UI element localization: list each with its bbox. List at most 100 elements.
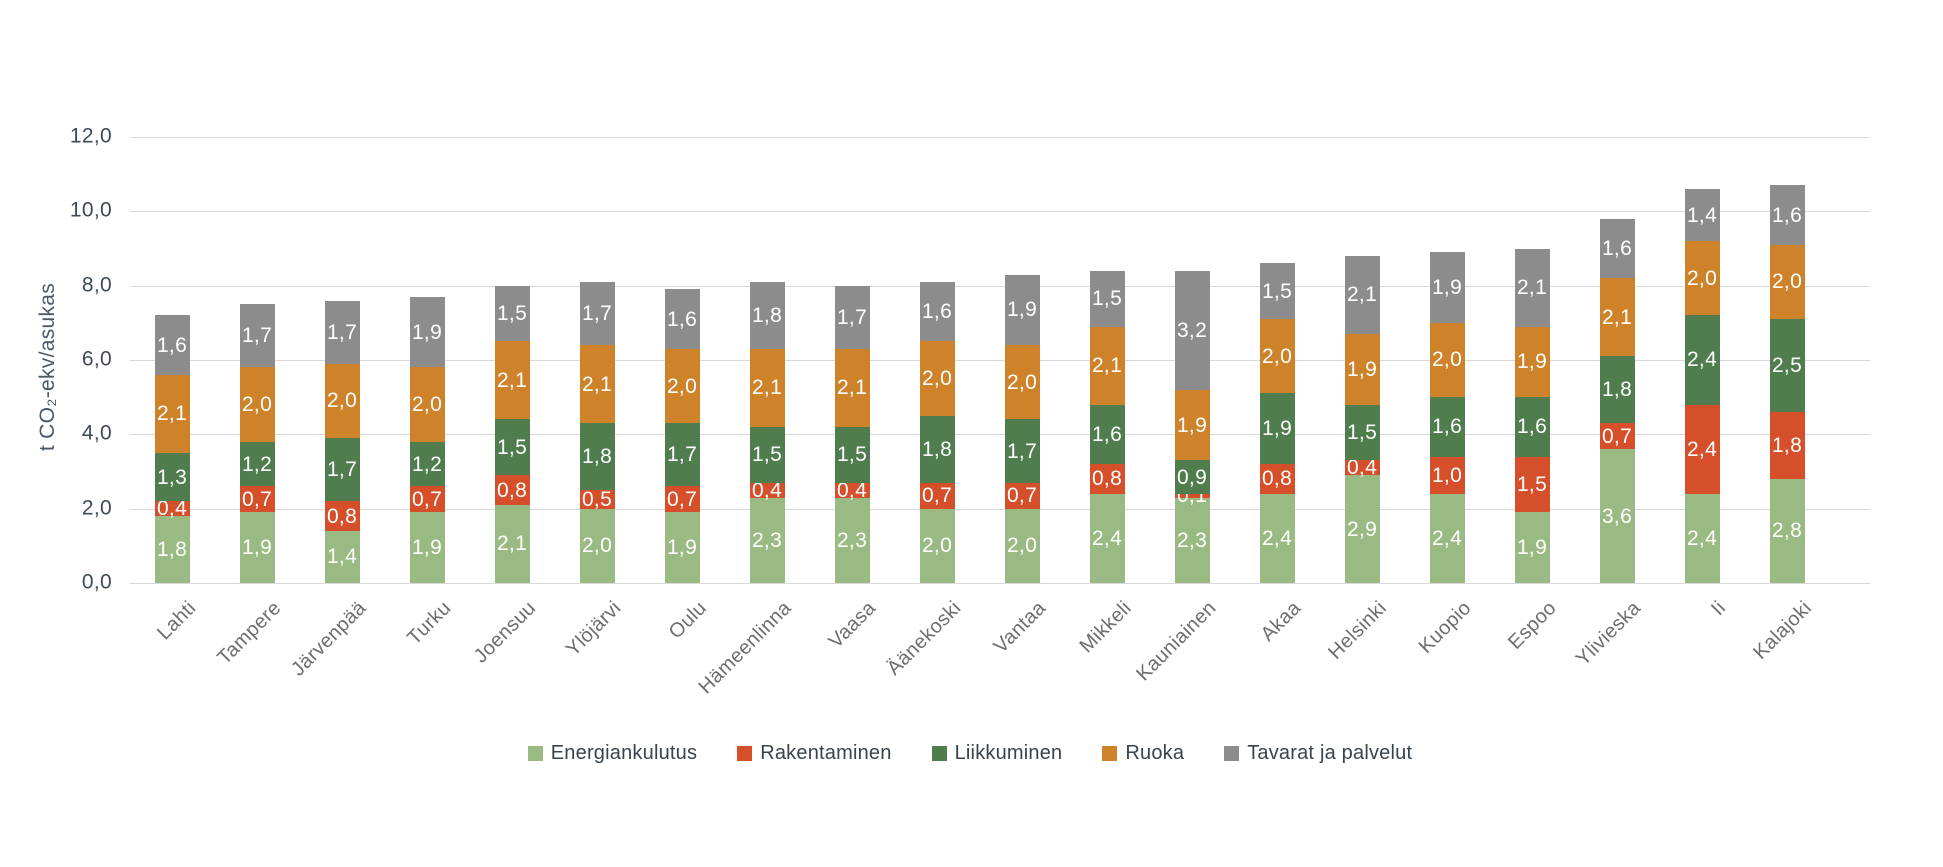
bar-segment-energiankulutus: 1,9 <box>409 512 445 583</box>
segment-value-label: 2,0 <box>241 393 273 417</box>
segment-value-label: 1,6 <box>1091 422 1123 446</box>
bar-segment-rakentaminen: 0,8 <box>1089 464 1125 494</box>
segment-value-label: 1,9 <box>1516 350 1548 374</box>
segment-value-label: 0,7 <box>666 487 698 511</box>
bar-segment-energiankulutus: 2,8 <box>1769 478 1805 583</box>
bar-segment-tavarat-ja-palvelut: 1,7 <box>579 281 615 346</box>
x-axis-label: Kauniainen <box>1132 597 1221 686</box>
segment-value-label: 1,9 <box>1431 276 1463 299</box>
bar-segment-ruoka: 2,0 <box>239 367 275 442</box>
bar-segment-ruoka: 1,9 <box>1514 326 1550 398</box>
bar-segment-tavarat-ja-palvelut: 1,6 <box>154 315 190 375</box>
bar-segment-rakentaminen: 0,7 <box>1599 423 1635 450</box>
bar-segment-tavarat-ja-palvelut: 2,1 <box>1344 255 1380 334</box>
segment-value-label: 2,0 <box>1771 270 1803 294</box>
bar-segment-liikkuminen: 1,5 <box>1344 404 1380 461</box>
bar-segment-ruoka: 2,0 <box>1684 241 1720 316</box>
legend-item-ruoka: Ruoka <box>1102 742 1184 765</box>
segment-value-label: 1,5 <box>1091 287 1123 311</box>
segment-value-label: 2,0 <box>921 534 953 558</box>
bar-segment-rakentaminen: 0,4 <box>749 480 785 501</box>
segment-value-label: 2,0 <box>1006 370 1038 394</box>
y-tick-label: 4,0 <box>81 421 112 445</box>
y-tick-label: 10,0 <box>69 198 112 222</box>
segment-value-label: 2,5 <box>1771 354 1803 378</box>
segment-value-label: 2,3 <box>751 528 783 552</box>
bar-segment-rakentaminen: 0,7 <box>409 486 445 513</box>
x-axis-label: Oulu <box>664 597 711 644</box>
y-tick-label: 0,0 <box>81 570 112 594</box>
bar-segment-ruoka: 2,0 <box>1429 322 1465 398</box>
bar-segment-liikkuminen: 1,6 <box>1089 404 1125 465</box>
legend-item-label: Tavarat ja palvelut <box>1247 742 1413 764</box>
segment-value-label: 1,2 <box>411 452 443 476</box>
x-axis-label: Helsinki <box>1323 597 1391 664</box>
bar-segment-rakentaminen: 0,7 <box>1004 482 1040 509</box>
legend-item-label: Energiankulutus <box>550 742 698 764</box>
bar-segment-tavarat-ja-palvelut: 1,4 <box>1684 189 1720 242</box>
bar-segment-energiankulutus: 2,4 <box>1684 493 1720 583</box>
bar-segment-rakentaminen: 2,4 <box>1684 404 1720 494</box>
bar-segment-ruoka: 2,1 <box>579 345 615 424</box>
segment-value-label: 2,4 <box>1686 526 1718 550</box>
legend-swatch-icon <box>1224 746 1240 761</box>
bar-segment-liikkuminen: 1,9 <box>1259 393 1295 465</box>
segment-value-label: 2,4 <box>1686 437 1718 461</box>
segment-value-label: 0,7 <box>241 487 273 511</box>
bar-segment-liikkuminen: 1,8 <box>1599 356 1635 424</box>
y-tick-label: 8,0 <box>81 273 112 297</box>
bar-segment-rakentaminen: 1,5 <box>1514 456 1550 513</box>
bar-segment-energiankulutus: 2,3 <box>1174 497 1210 583</box>
segment-value-label: 0,8 <box>326 504 358 528</box>
x-axis-label: Mikkeli <box>1075 597 1136 658</box>
bar-segment-ruoka: 1,9 <box>1174 389 1210 461</box>
segment-value-label: 0,7 <box>1006 484 1038 508</box>
segment-value-label: 0,8 <box>1261 467 1293 491</box>
bar-segment-ruoka: 2,0 <box>919 341 955 416</box>
segment-value-label: 2,1 <box>1091 354 1123 378</box>
bar-segment-rakentaminen: 0,7 <box>239 486 275 513</box>
bar-segment-ruoka: 2,1 <box>1089 326 1125 405</box>
segment-value-label: 1,6 <box>1431 415 1463 439</box>
bar-segment-energiankulutus: 2,0 <box>919 508 955 583</box>
segment-value-label: 0,4 <box>836 478 868 502</box>
bar-segment-rakentaminen: 0,1 <box>1174 485 1210 506</box>
legend-swatch-icon <box>737 746 753 761</box>
bar-segment-rakentaminen: 0,8 <box>494 475 530 505</box>
segment-value-label: 1,4 <box>326 545 358 569</box>
x-axis-label: Ii <box>1707 597 1731 621</box>
x-axis-label: Vantaa <box>989 597 1051 658</box>
segment-value-label: 0,8 <box>496 478 528 502</box>
segment-value-label: 1,9 <box>1006 298 1038 322</box>
bar-segment-liikkuminen: 1,2 <box>409 441 445 487</box>
gridline <box>130 285 1870 287</box>
segment-value-label: 1,6 <box>666 307 698 331</box>
x-axis-label: Akaa <box>1256 597 1306 646</box>
y-tick-label: 6,0 <box>81 347 112 371</box>
segment-value-label: 2,0 <box>326 389 358 413</box>
segment-value-label: 2,0 <box>666 374 698 398</box>
bar-segment-tavarat-ja-palvelut: 1,9 <box>409 296 445 368</box>
x-axis-label: Kalajoki <box>1748 597 1816 664</box>
segment-value-label: 1,8 <box>1771 433 1803 457</box>
segment-value-label: 1,5 <box>836 443 868 467</box>
bar-segment-rakentaminen: 0,5 <box>579 489 615 510</box>
segment-value-label: 1,9 <box>1261 417 1293 441</box>
segment-value-label: 2,4 <box>1686 348 1718 372</box>
bar-segment-liikkuminen: 1,7 <box>1004 419 1040 483</box>
gridline <box>130 137 1870 138</box>
segment-value-label: 2,0 <box>411 393 443 417</box>
legend-swatch-icon <box>527 746 543 761</box>
legend-item-label: Rakentaminen <box>760 742 892 764</box>
bar-segment-tavarat-ja-palvelut: 2,1 <box>1514 248 1550 327</box>
bar-segment-energiankulutus: 2,3 <box>834 497 870 583</box>
segment-value-label: 1,9 <box>411 320 443 344</box>
bar-segment-energiankulutus: 1,9 <box>1514 512 1550 583</box>
bar-segment-ruoka: 2,0 <box>1004 345 1040 420</box>
segment-value-label: 2,3 <box>1176 528 1208 552</box>
bar-segment-ruoka: 2,0 <box>324 363 360 439</box>
x-axis-label: Kuopio <box>1414 597 1476 658</box>
segment-value-label: 2,0 <box>921 367 953 391</box>
segment-value-label: 1,2 <box>241 452 273 476</box>
legend-item-label: Ruoka <box>1125 742 1185 764</box>
